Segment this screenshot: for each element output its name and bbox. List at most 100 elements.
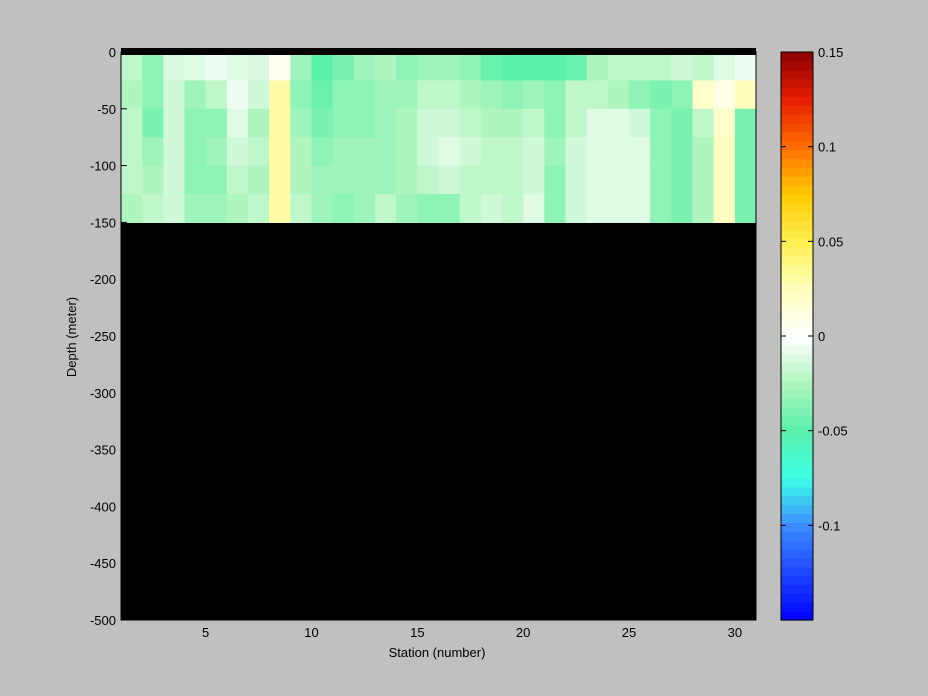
- colorbar-segment: [781, 549, 813, 559]
- heatmap-cell: [459, 137, 482, 167]
- heatmap-cell: [713, 137, 736, 167]
- heatmap-cell: [417, 108, 440, 138]
- colorbar-segment: [781, 531, 813, 541]
- colorbar-tick-label: -0.05: [818, 424, 848, 439]
- colorbar-segment: [781, 229, 813, 239]
- heatmap-cell: [290, 108, 313, 138]
- heatmap-cell: [650, 108, 672, 138]
- heatmap-cell: [121, 108, 143, 138]
- y-tick-label: -350: [90, 443, 116, 458]
- heatmap-cell: [438, 165, 461, 195]
- colorbar-segment: [781, 114, 813, 124]
- heatmap-cell: [734, 52, 757, 81]
- y-tick-label: -100: [90, 159, 116, 174]
- heatmap-cell: [311, 137, 334, 167]
- heatmap-cell: [353, 52, 376, 81]
- heatmap-cell: [713, 52, 736, 81]
- colorbar-segment: [781, 540, 813, 550]
- heatmap-cell: [502, 194, 524, 223]
- heatmap-cell: [650, 137, 672, 167]
- heatmap-cell: [734, 80, 757, 110]
- heatmap-cell: [523, 137, 545, 167]
- heatmap-cell: [502, 80, 524, 110]
- colorbar-segment: [781, 158, 813, 168]
- colorbar-segment: [781, 593, 813, 603]
- colorbar-segment: [781, 495, 813, 506]
- heatmap-cell: [311, 52, 334, 81]
- heatmap-cell: [375, 52, 397, 81]
- colorbar-tick-label: 0.05: [818, 234, 843, 249]
- colorbar-segment: [781, 247, 813, 257]
- heatmap-cell: [396, 137, 418, 167]
- colorbar-segment: [781, 167, 813, 177]
- heatmap-cell: [353, 108, 376, 138]
- heatmap-cell: [544, 52, 567, 81]
- heatmap-cell: [142, 194, 164, 223]
- heatmap-cell: [184, 137, 207, 167]
- heatmap-cell: [586, 52, 609, 81]
- heatmap-cell: [586, 80, 609, 110]
- heatmap-cell: [480, 108, 503, 138]
- colorbar-segment: [781, 407, 813, 417]
- colorbar-segment: [781, 415, 813, 426]
- colorbar-segment: [781, 398, 813, 408]
- colorbar-segment: [781, 140, 813, 151]
- heatmap-cell: [607, 137, 630, 167]
- heatmap-cell: [692, 108, 715, 138]
- heatmap-cell: [290, 52, 313, 81]
- heatmap-cell: [269, 108, 291, 138]
- colorbar-segment: [781, 105, 813, 115]
- heatmap-cell: [226, 108, 249, 138]
- heatmap-cell: [163, 137, 186, 167]
- colorbar-segment: [781, 309, 813, 319]
- heatmap-cell: [480, 194, 503, 223]
- heatmap-cell: [586, 137, 609, 167]
- y-tick-label: -150: [90, 215, 116, 230]
- heatmap-cell: [502, 165, 524, 195]
- colorbar-segment: [781, 149, 813, 160]
- heatmap-cell: [713, 108, 736, 138]
- heatmap-cell: [396, 194, 418, 223]
- heatmap-cell: [248, 52, 270, 81]
- colorbar-segment: [781, 575, 813, 586]
- colorbar-segment: [781, 566, 813, 577]
- colorbar-tick-label: 0: [818, 329, 825, 344]
- heatmap-cell: [290, 194, 313, 223]
- heatmap-cell: [163, 165, 186, 195]
- heatmap-cell: [544, 194, 567, 223]
- heatmap-cell: [544, 80, 567, 110]
- colorbar-segment: [781, 202, 813, 213]
- x-tick-label: 10: [304, 625, 318, 640]
- heatmap-cell: [523, 52, 545, 81]
- colorbar-segment: [781, 353, 813, 364]
- colorbar-segment: [781, 60, 813, 71]
- heatmap-cell: [438, 80, 461, 110]
- colorbar-segment: [781, 220, 813, 231]
- heatmap-cell: [544, 165, 567, 195]
- heatmap-cell: [586, 194, 609, 223]
- heatmap-cell: [311, 194, 334, 223]
- colorbar-segment: [781, 336, 813, 346]
- y-tick-label: -250: [90, 329, 116, 344]
- heatmap-cell: [502, 137, 524, 167]
- colorbar-segment: [781, 478, 813, 488]
- heatmap-cell: [692, 80, 715, 110]
- heatmap-cell: [226, 137, 249, 167]
- heatmap-cell: [713, 80, 736, 110]
- heatmap-cell: [438, 137, 461, 167]
- heatmap-cell: [713, 165, 736, 195]
- colorbar-segment: [781, 69, 813, 80]
- heatmap-cell: [565, 108, 588, 138]
- colorbar-segment: [781, 344, 813, 355]
- heatmap-cell: [226, 165, 249, 195]
- heatmap-cell: [502, 108, 524, 138]
- heatmap-cell: [142, 108, 164, 138]
- colorbar-segment: [781, 424, 813, 435]
- heatmap-cell: [205, 80, 228, 110]
- colorbar-segment: [781, 265, 813, 275]
- colorbar-segment: [781, 291, 813, 302]
- heatmap-cell: [480, 52, 503, 81]
- heatmap-cell: [353, 194, 376, 223]
- heatmap-cell: [523, 194, 545, 223]
